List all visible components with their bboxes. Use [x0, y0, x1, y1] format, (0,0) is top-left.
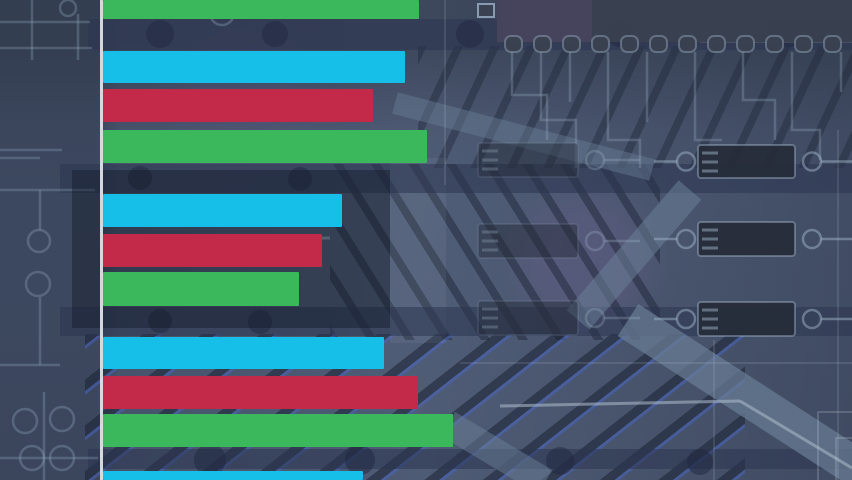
chart-bar-green-row7	[103, 272, 299, 306]
pad-circle	[584, 307, 606, 329]
vent-blob	[456, 20, 484, 48]
chip-pin	[736, 35, 755, 53]
chip-side-pad	[477, 3, 495, 18]
rack-rail-edge	[739, 399, 852, 470]
chart-bar-blue-row8	[103, 337, 384, 369]
vent-blob	[345, 445, 375, 475]
board-component	[477, 223, 579, 259]
chart-bar-blue-row2	[103, 51, 405, 83]
chip-pin	[649, 35, 668, 53]
circuit-trace	[790, 52, 822, 160]
pad-circle	[584, 230, 606, 252]
circuit-trace	[693, 52, 722, 142]
chip-pin	[707, 35, 726, 53]
rack-beam	[566, 180, 702, 330]
chip-pin	[591, 35, 610, 53]
chip-pin	[794, 35, 813, 53]
pad-circle	[48, 405, 76, 433]
pad-circle	[18, 444, 46, 472]
vent-blob	[262, 21, 288, 47]
chart-bar-green-row1	[103, 0, 419, 19]
circuit-trace	[606, 52, 642, 168]
chip-pin	[765, 35, 784, 53]
pad-circle	[11, 407, 39, 435]
chip-pin	[504, 35, 523, 53]
pad-circle	[584, 149, 606, 171]
chip-pin	[533, 35, 552, 53]
chart-bar-red-row3	[103, 89, 373, 122]
chart-bar-blue-row11	[103, 471, 363, 480]
vent-blob	[146, 20, 174, 48]
pad-circle	[48, 444, 76, 472]
chart-axis-line	[100, 0, 103, 480]
board-component	[697, 144, 796, 179]
vent-blob	[546, 447, 574, 475]
shelf-band	[88, 449, 852, 469]
vent-blob	[194, 444, 226, 476]
vent-blob	[288, 167, 312, 191]
rack-beam	[392, 92, 655, 181]
board-component	[697, 221, 796, 257]
chart-bar-red-row9	[103, 376, 418, 409]
chart-bar-green-row10	[103, 414, 453, 447]
chart-bar-red-row6	[103, 234, 322, 267]
rack-beam	[440, 411, 553, 480]
chip-pin	[678, 35, 697, 53]
pad-circle	[58, 0, 78, 18]
chip-pin	[620, 35, 639, 53]
vent-blob	[248, 310, 272, 334]
pad-circle	[26, 228, 52, 254]
pad-circle	[24, 270, 52, 298]
chart-bar-green-row4	[103, 130, 427, 163]
circuit-trace	[539, 52, 578, 168]
ic-chip-body	[497, 0, 852, 42]
vent-blob	[128, 166, 152, 190]
rack-rail-edge	[499, 399, 741, 408]
ic-chip-tint	[497, 0, 592, 42]
vent-blob	[687, 449, 713, 475]
board-component	[477, 300, 579, 336]
rack-beam	[617, 304, 852, 480]
chip-pin	[823, 35, 842, 53]
board-component	[477, 142, 579, 178]
board-component	[697, 301, 796, 337]
chip-pin	[562, 35, 581, 53]
corner-trace	[817, 411, 852, 480]
circuit-trace	[510, 52, 549, 140]
circuit-trace	[741, 52, 777, 140]
chart-bar-blue-row5	[103, 194, 342, 227]
corner-trace	[835, 437, 852, 480]
vent-blob	[148, 309, 172, 333]
